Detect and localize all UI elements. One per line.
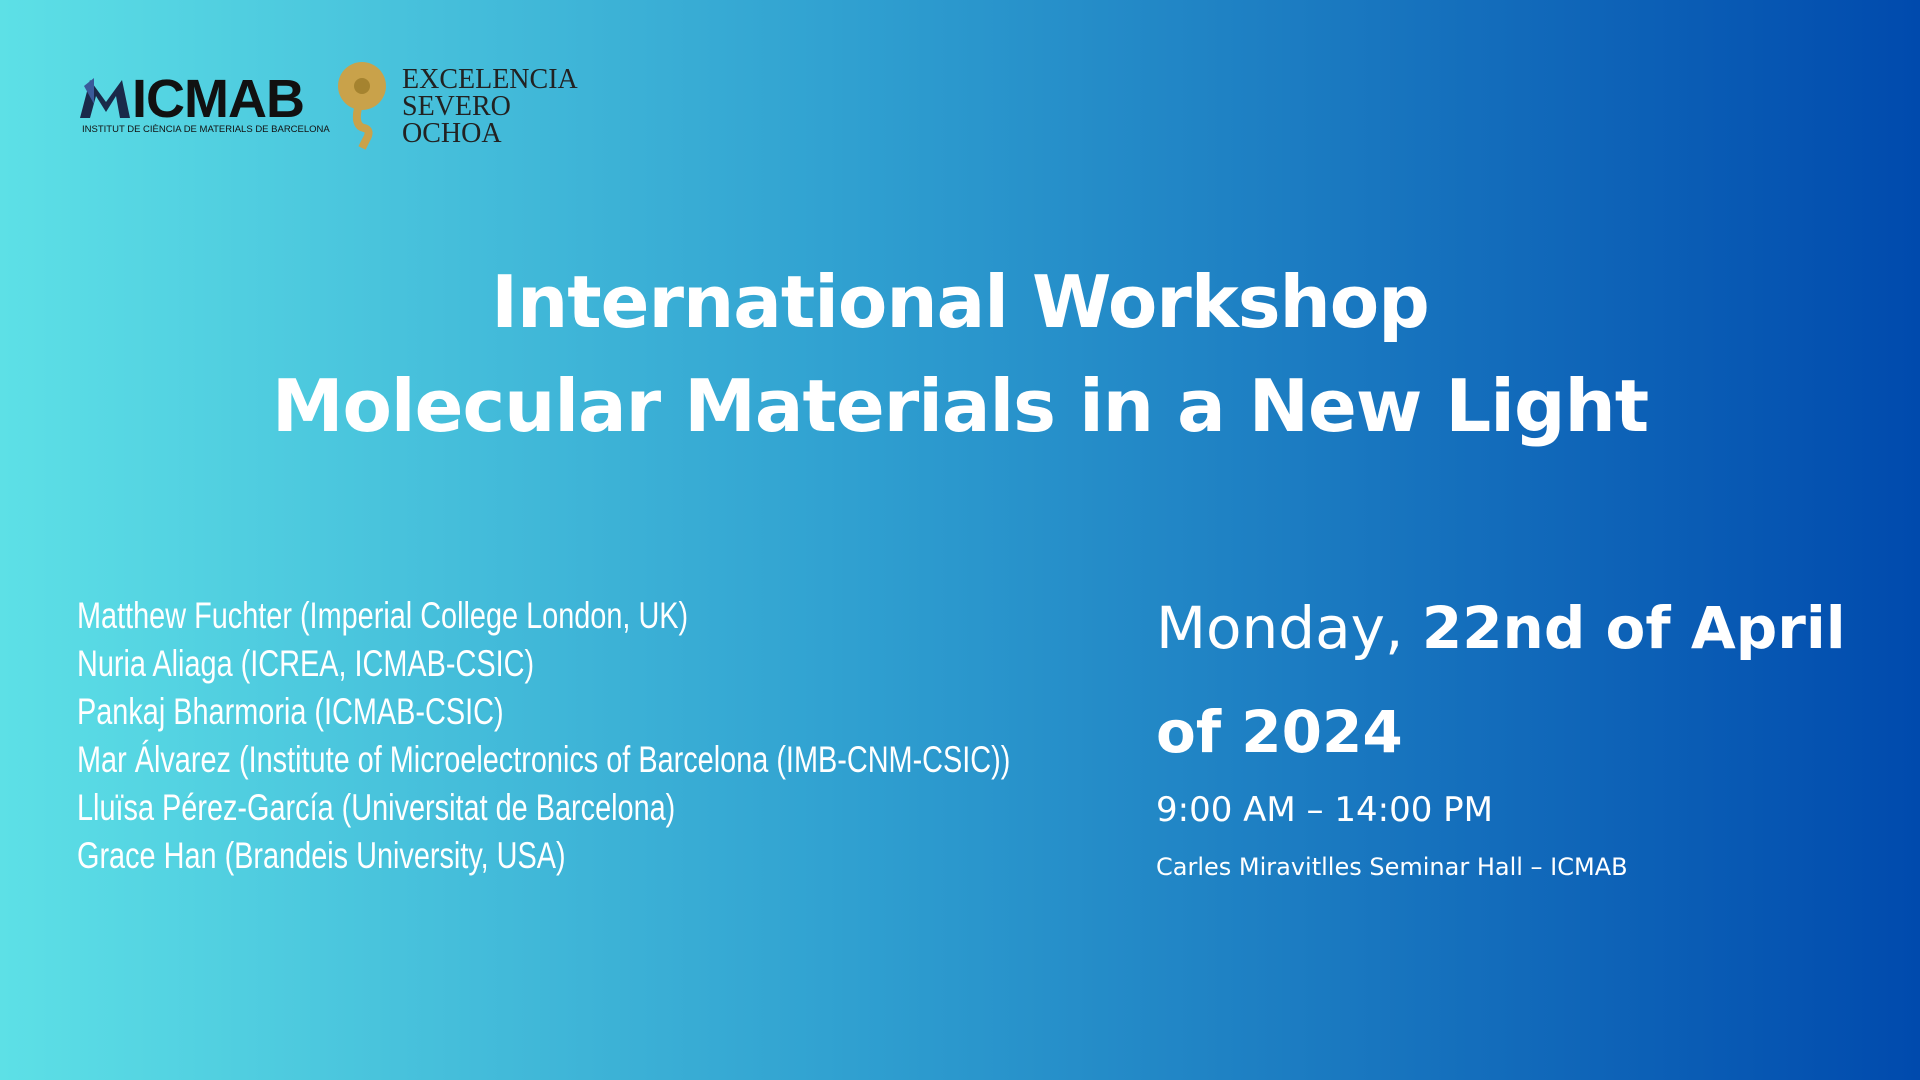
- title-line: Molecular Materials in a New Light: [271, 364, 1649, 448]
- speaker: Mar Álvarez (Institute of Microelectroni…: [77, 739, 1011, 780]
- icmab-icon: [80, 78, 130, 118]
- icmab-subtitle: INSTITUT DE CIÈNCIA DE MATERIALS DE BARC…: [82, 124, 330, 135]
- excelencia-text: EXCELENCIA SEVERO OCHOA: [402, 64, 578, 149]
- speaker: Matthew Fuchter (Imperial College London…: [77, 595, 689, 636]
- time: 9:00 AM – 14:00 PM: [1156, 790, 1493, 830]
- speaker: Nuria Aliaga (ICREA, ICMAB-CSIC): [77, 643, 535, 684]
- excelencia-line: SEVERO: [402, 91, 511, 122]
- icmab-logo-text: ICMAB: [132, 69, 305, 129]
- speaker-list: Matthew Fuchter (Imperial College London…: [77, 592, 1010, 880]
- title-line: International Workshop: [491, 260, 1430, 344]
- date-text: 22nd of April of 2024: [1156, 594, 1846, 766]
- weekday: Monday,: [1156, 594, 1404, 662]
- excelencia-line: EXCELENCIA: [402, 64, 578, 95]
- speaker: Grace Han (Brandeis University, USA): [77, 835, 566, 876]
- date: Monday, 22nd of April of 2024: [1156, 576, 1856, 784]
- severo-ochoa-icon: [338, 62, 386, 150]
- title: International Workshop Molecular Materia…: [0, 250, 1920, 458]
- venue: Carles Miravitlles Seminar Hall – ICMAB: [1156, 853, 1628, 881]
- excelencia-line: OCHOA: [402, 118, 502, 149]
- speaker: Lluïsa Pérez-García (Universitat de Barc…: [77, 787, 676, 828]
- speaker: Pankaj Bharmoria (ICMAB-CSIC): [77, 691, 504, 732]
